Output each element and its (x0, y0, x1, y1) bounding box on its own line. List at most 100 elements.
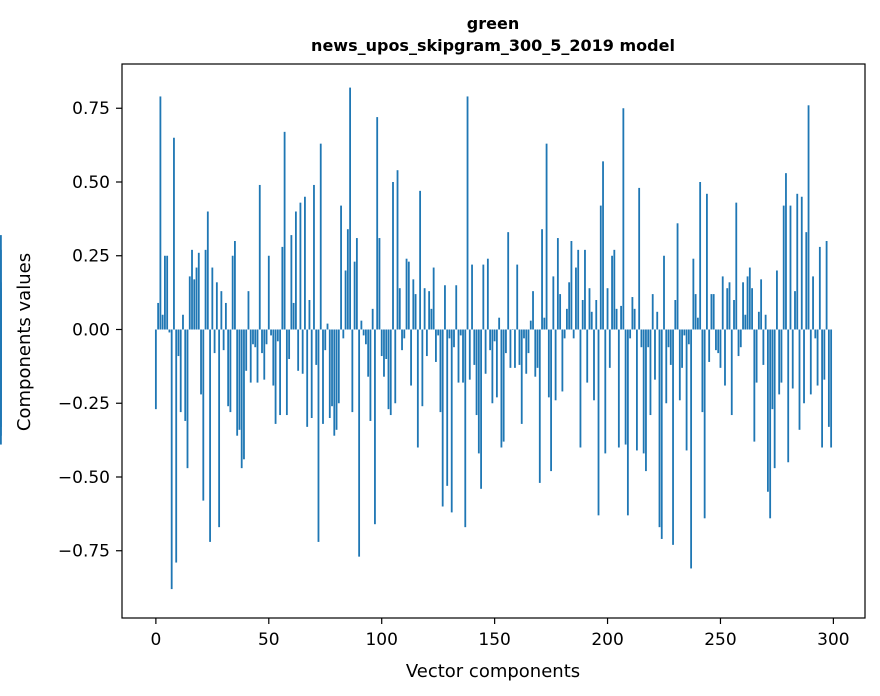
bar (270, 329, 272, 336)
bar (660, 329, 663, 539)
bar (489, 329, 492, 351)
bar (209, 329, 211, 542)
bar (175, 329, 178, 563)
bar (559, 294, 562, 330)
bar (349, 87, 351, 330)
bar (211, 267, 214, 330)
bar (778, 329, 781, 395)
x-tick-label: 300 (817, 630, 849, 650)
bar (401, 329, 403, 351)
bar (435, 329, 437, 362)
bar (166, 255, 169, 330)
bar (360, 320, 363, 330)
bar (757, 311, 760, 330)
bar (554, 329, 557, 401)
bar (563, 329, 566, 339)
bar (385, 329, 388, 359)
x-tick-label: 150 (478, 630, 510, 650)
bar (258, 184, 261, 330)
bar (428, 291, 431, 330)
x-tick-label: 50 (258, 630, 280, 650)
bar (672, 329, 674, 545)
bar (173, 137, 175, 330)
bar (579, 329, 582, 448)
bar (177, 329, 180, 357)
bar (665, 329, 668, 404)
bar (475, 329, 478, 416)
bar (288, 329, 291, 359)
bar (457, 329, 460, 383)
bar (502, 329, 505, 442)
bar (631, 297, 634, 330)
bar (322, 329, 324, 424)
bar (593, 329, 595, 401)
bar (367, 329, 370, 377)
bar (335, 329, 338, 430)
bar (656, 311, 659, 330)
bar (529, 320, 532, 330)
bar (518, 329, 521, 365)
bar (776, 270, 778, 330)
bar (516, 264, 519, 330)
x-axis-label: Vector components (406, 661, 580, 682)
bar (346, 229, 349, 330)
bar (0, 329, 2, 368)
bar (498, 317, 501, 330)
bar (604, 329, 607, 454)
y-tick-label: 0.50 (72, 173, 110, 193)
bar (534, 329, 537, 377)
bar (392, 182, 394, 330)
bar (809, 329, 812, 395)
bar (371, 308, 374, 330)
bar (362, 329, 365, 336)
bar (355, 238, 358, 330)
bar (701, 329, 704, 413)
bar (694, 294, 697, 330)
y-axis-ticks: 0.75 0.50 0.25 0.00 −0.25 −0.50 −0.75 (58, 99, 122, 562)
bar (597, 329, 600, 516)
bar (798, 329, 801, 430)
bar (541, 229, 543, 330)
bar (182, 314, 184, 330)
bar (730, 329, 733, 416)
bar (229, 329, 232, 413)
bar (304, 196, 306, 330)
bar (369, 329, 372, 421)
bar (511, 329, 514, 330)
bar (787, 329, 790, 463)
bar (292, 302, 295, 330)
bar (218, 329, 221, 528)
bar (441, 329, 444, 507)
bar (719, 329, 722, 368)
bar (224, 302, 227, 330)
x-tick-label: 200 (591, 630, 623, 650)
bar (213, 329, 216, 354)
bar (448, 329, 451, 339)
bar (626, 329, 629, 516)
bar (378, 238, 381, 330)
bar (410, 329, 412, 386)
bar (762, 329, 765, 365)
bar (340, 205, 342, 330)
bar (222, 329, 225, 351)
bar (493, 329, 496, 342)
bar (351, 329, 354, 413)
bar (825, 241, 828, 330)
bar (748, 267, 751, 330)
bar (599, 205, 602, 330)
bar (333, 329, 336, 436)
bar (265, 329, 268, 345)
bar (816, 329, 819, 386)
bar (572, 329, 575, 339)
bar (773, 329, 776, 469)
bar (281, 246, 284, 330)
bar (462, 329, 464, 383)
bar (733, 300, 735, 330)
bar (324, 329, 327, 351)
bar (439, 329, 442, 413)
bar (640, 329, 643, 348)
bar (814, 329, 817, 339)
bar (676, 223, 679, 330)
bar (164, 255, 166, 330)
